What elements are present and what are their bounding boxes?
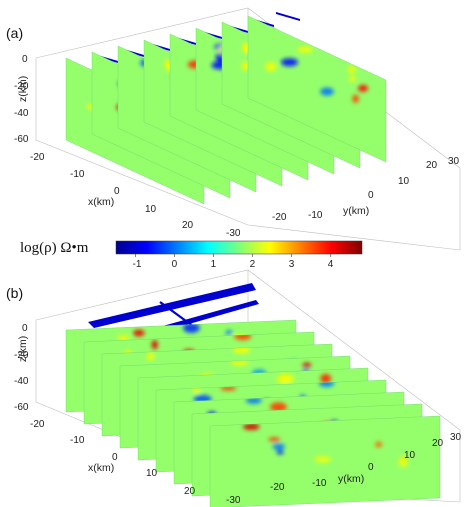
x-tick-label: -10 [70, 169, 85, 180]
resistivity-slice [247, 15, 387, 163]
x-tick-label: -10 [70, 435, 85, 446]
anomaly-blob [276, 373, 294, 385]
z-axis-label: z(km) [17, 336, 29, 362]
anomaly-blob [242, 423, 260, 431]
y-tick-label: -10 [312, 478, 327, 489]
x-axis-label: x(km) [88, 462, 114, 474]
colorbar-tick-label: 4 [328, 259, 334, 270]
z-axis-label: z(km) [17, 76, 29, 102]
y-tick-label: -20 [272, 212, 287, 223]
y-tick-label: 30 [450, 432, 462, 443]
surface-conductor [88, 283, 256, 328]
panel-label: (b) [6, 285, 23, 301]
anomaly-blob [348, 75, 356, 82]
x-tick-label: 20 [182, 220, 194, 231]
panel-b: (b) z(km) 0 -20 -40 -60 -20 -10 0 10 [6, 269, 462, 507]
y-tick-label: 20 [426, 160, 438, 171]
colorbar: log(ρ) Ω•m -1 0 1 2 3 4 [20, 240, 363, 270]
x-tick-label: 10 [146, 468, 158, 479]
y-axis-label: y(km) [338, 473, 364, 485]
colorbar-gradient [115, 240, 363, 255]
y-tick-label: -30 [226, 228, 241, 239]
x-tick-label: 0 [114, 186, 120, 197]
y-tick-label: 0 [368, 190, 374, 201]
y-tick-label: 30 [448, 156, 460, 167]
y-ticks: -30 -20 -10 0 10 20 30 [226, 156, 460, 239]
x-ticks: -20 -10 0 10 20 [30, 152, 194, 231]
anomaly-blob [357, 84, 369, 92]
anomaly-blob [314, 456, 332, 463]
z-tick-label: -60 [14, 402, 29, 413]
x-tick-label: 10 [145, 204, 157, 215]
x-tick-label: -20 [30, 419, 45, 430]
anomaly-blob [133, 329, 145, 337]
anomaly-blob [241, 61, 250, 71]
colorbar-tick-label: -1 [133, 259, 142, 270]
y-tick-label: -20 [270, 482, 285, 493]
panel-label: (a) [6, 25, 23, 41]
anomaly-blob [297, 46, 313, 53]
x-tick-label: 0 [112, 452, 118, 463]
z-ticks: 0 -20 -40 -60 [14, 323, 29, 413]
colorbar-tick-label: 1 [211, 259, 217, 270]
z-tick-label: 0 [22, 323, 28, 334]
resistivity-slice [209, 415, 441, 507]
anomaly-blob [146, 352, 155, 361]
z-ticks: 0 -20 -40 -60 [14, 54, 29, 145]
y-tick-label: 10 [404, 450, 416, 461]
slices-group [65, 283, 441, 507]
colorbar-label: log(ρ) Ω•m [20, 240, 89, 256]
slice-background [247, 15, 387, 163]
y-tick-label: -10 [308, 210, 323, 221]
z-tick-label: -60 [14, 134, 29, 145]
colorbar-ticks: -1 0 1 2 3 4 [133, 254, 334, 270]
y-axis-label: y(km) [343, 205, 369, 217]
y-tick-label: 20 [432, 438, 444, 449]
z-tick-label: -40 [14, 376, 29, 387]
anomaly-group [242, 423, 408, 468]
slices-group [65, 12, 387, 205]
anomaly-blob [117, 334, 130, 341]
anomaly-group [264, 46, 369, 103]
anomaly-blob [245, 397, 262, 404]
surface-conductor [276, 12, 300, 21]
z-tick-label: -40 [14, 108, 29, 119]
anomaly-blob [183, 323, 200, 333]
x-axis-label: x(km) [88, 196, 114, 208]
z-tick-label: -20 [14, 81, 29, 92]
colorbar-tick-label: 0 [172, 259, 178, 270]
anomaly-blob [302, 362, 312, 368]
anomaly-blob [151, 339, 158, 350]
x-tick-label: -20 [30, 152, 45, 163]
anomaly-blob [352, 94, 359, 103]
anomaly-blob [220, 386, 237, 391]
anomaly-blob [268, 437, 281, 442]
anomaly-blob [398, 456, 408, 468]
anomaly-blob [264, 62, 277, 72]
anomaly-blob [276, 450, 284, 455]
anomaly-blob [272, 443, 285, 450]
anomaly-blob [347, 65, 356, 74]
panel-a: (a) z(km) 0 -20 -40 -60 -20 -10 0 10 [6, 7, 461, 251]
anomaly-blob [225, 330, 233, 336]
z-tick-label: 0 [22, 54, 28, 65]
anomaly-blob [320, 87, 334, 96]
x-tick-label: 20 [184, 486, 196, 497]
colorbar-tick-label: 2 [250, 259, 256, 270]
y-tick-label: 10 [398, 176, 410, 187]
y-ticks: -30 -20 -10 0 10 20 30 [226, 432, 462, 506]
anomaly-blob [280, 58, 299, 67]
z-tick-label: -20 [14, 350, 29, 361]
anomaly-blob [375, 441, 382, 448]
anomaly-blob [320, 373, 332, 384]
x-ticks: -20 -10 0 10 20 [30, 419, 196, 497]
y-tick-label: 0 [368, 462, 374, 473]
anomaly-blob [269, 402, 287, 412]
anomaly-blob [192, 387, 201, 393]
y-tick-label: -30 [226, 495, 241, 506]
colorbar-tick-label: 3 [289, 259, 295, 270]
